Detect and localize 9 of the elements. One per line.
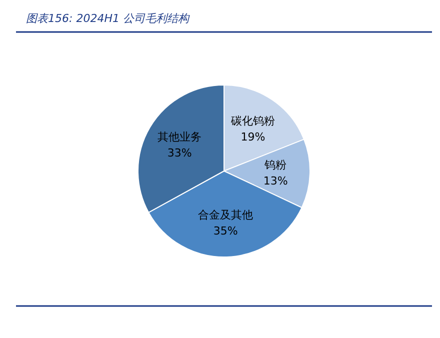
data-label: 13% (263, 174, 288, 188)
chart-title: 图表156: 2024H1 公司毛利结构 (26, 12, 190, 25)
slice-label: 碳化钨粉 (230, 114, 276, 128)
data-label: 33% (167, 146, 192, 160)
data-label: 19% (240, 130, 266, 144)
data-label: 35% (213, 224, 238, 238)
slice-label: 其他业务 (158, 130, 202, 144)
slice-label: 合金及其他 (198, 208, 254, 222)
slice-label: 钨粉 (264, 158, 287, 172)
